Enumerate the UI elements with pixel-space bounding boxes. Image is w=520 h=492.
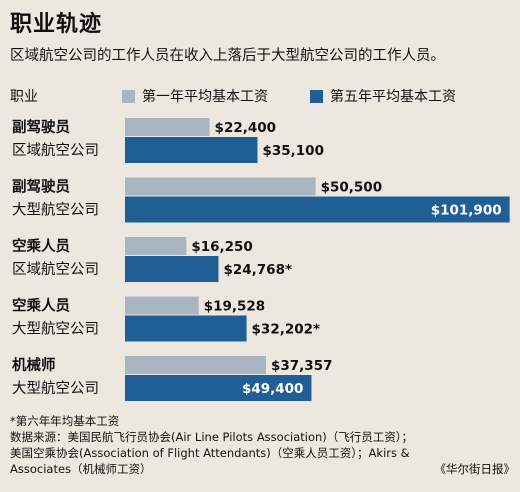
publisher-credit: 《华尔街日报》	[434, 462, 516, 476]
category-label-carrier: 大型航空公司	[12, 202, 99, 219]
category-label-role: 副驾驶员	[12, 178, 70, 196]
chart-title: 职业轨迹	[10, 12, 103, 37]
bar-fifth-year	[125, 196, 510, 223]
bar-first-year	[125, 237, 187, 255]
category-label-carrier: 大型航空公司	[12, 321, 99, 338]
bar-fifth-year	[125, 256, 219, 282]
category-label-role: 机械师	[12, 356, 56, 374]
data-label: $37,357	[271, 358, 333, 374]
category-label-carrier: 区域航空公司	[12, 261, 99, 278]
legend-label-fifth-year: 第五年平均基本工资	[330, 89, 456, 105]
source-row: Associates（机械师工资） 《华尔街日报》	[10, 461, 515, 477]
legend-item-fifth-year: 第五年平均基本工资	[310, 86, 456, 106]
data-label: $50,500	[321, 180, 383, 196]
data-label: $32,202*	[252, 322, 321, 338]
category-label-role: 副驾驶员	[12, 118, 70, 136]
chart-subtitle: 区域航空公司的工作人员在收入上落后于大型航空公司的工作人员。	[10, 48, 445, 64]
legend-label-first-year: 第一年平均基本工资	[142, 89, 268, 105]
bar-first-year	[125, 118, 210, 136]
legend-swatch-first-year	[122, 89, 135, 103]
category-label-carrier: 区域航空公司	[12, 142, 99, 159]
legend-item-first-year: 第一年平均基本工资	[122, 86, 268, 106]
data-label: $16,250	[191, 239, 253, 255]
source-line-1: 数据来源：美国民航飞行员协会(Air Line Pilots Associati…	[10, 430, 414, 444]
bar-first-year	[125, 356, 267, 374]
data-label: $19,528	[204, 299, 265, 315]
column-label: 职业	[10, 89, 38, 105]
source-line-2: 美国空乘协会(Association of Flight Attendants)…	[10, 446, 410, 460]
bar-first-year	[125, 177, 316, 196]
category-label-role: 空乘人员	[12, 237, 70, 255]
category-label-carrier: 大型航空公司	[12, 380, 99, 397]
legend-swatch-fifth-year	[310, 89, 323, 103]
source-line-3: Associates（机械师工资）	[10, 462, 152, 476]
bar-fifth-year	[125, 315, 247, 342]
data-label: $101,900	[431, 203, 502, 219]
footnote: *第六年年均基本工资	[10, 414, 120, 428]
legend-row: 职业 第一年平均基本工资 第五年平均基本工资	[10, 86, 515, 106]
data-label: $49,400	[242, 381, 304, 397]
category-label-role: 空乘人员	[12, 297, 70, 315]
bar-fifth-year	[125, 137, 258, 163]
data-label: $35,100	[262, 143, 324, 159]
data-label: $24,768*	[223, 262, 292, 278]
bar-chart: 副驾驶员区域航空公司$22,400$35,100副驾驶员大型航空公司$50,50…	[12, 118, 510, 401]
bar-first-year	[125, 296, 199, 315]
chart-notes: *第六年年均基本工资 数据来源：美国民航飞行员协会(Air Line Pilot…	[10, 413, 515, 477]
bar-fifth-year	[125, 375, 312, 401]
data-label: $22,400	[215, 120, 276, 136]
